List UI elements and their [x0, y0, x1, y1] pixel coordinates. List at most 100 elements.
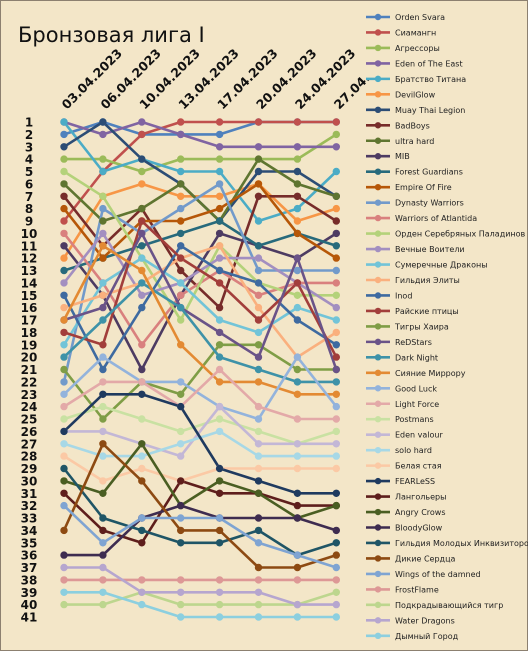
- series-point-25-6: [293, 415, 302, 423]
- series-point-11-0: [60, 204, 68, 213]
- series-point-6-6: [293, 167, 302, 176]
- series-point-22-7: [332, 378, 340, 386]
- series-line-10: [62, 219, 338, 272]
- series-point-18-7: [332, 341, 340, 349]
- legend-label-13: Warriors of Atlantida: [395, 214, 477, 223]
- series-point-38-5: [254, 600, 263, 609]
- series-point-28-3: [177, 440, 185, 448]
- legend-swatch-dot-17: [374, 276, 382, 284]
- series-point-8-2: [138, 204, 146, 213]
- series-point-8-7: [332, 192, 340, 201]
- series-line-8: [62, 157, 338, 223]
- legend-item-40: Дымный Город: [366, 632, 459, 641]
- y-tick-label-36: 37: [21, 561, 38, 575]
- series-point-34-0: [60, 464, 68, 473]
- legend-swatch-dot-29: [374, 462, 382, 469]
- series-point-21-7: [332, 365, 340, 374]
- series-point-3-2: [138, 118, 146, 126]
- series-point-1-4: [215, 118, 224, 126]
- series-point-5-2: [138, 180, 146, 188]
- series-point-23-3: [177, 341, 185, 349]
- series-point-12-6: [293, 266, 302, 275]
- series-point-11-4: [215, 204, 224, 213]
- legend-label-9: MIB: [395, 152, 410, 161]
- series-point-4-1: [99, 167, 107, 176]
- x-axis-labels: 03.04.202306.04.202310.04.202313.04.2023…: [59, 46, 373, 113]
- series-point-22-0: [60, 353, 68, 361]
- series-point-16-6: [293, 303, 302, 312]
- series-point-22-1: [99, 316, 107, 324]
- series-point-18-5: [254, 279, 263, 287]
- series-point-37-1: [99, 576, 107, 584]
- y-tick-label-16: 17: [21, 314, 38, 328]
- series-point-31-0: [60, 489, 68, 497]
- series-point-30-1: [99, 390, 107, 398]
- series-point-1-6: [293, 118, 302, 126]
- series-point-4-5: [254, 217, 263, 225]
- legend-swatch-dot-7: [374, 122, 382, 129]
- series-point-40-0: [60, 588, 68, 596]
- series-lines: [62, 120, 338, 619]
- series-point-9-4: [215, 229, 224, 238]
- legend-item-12: Dynasty Warriors: [366, 199, 464, 208]
- series-point-6-2: [138, 155, 146, 163]
- series-point-29-1: [99, 477, 107, 485]
- series-point-28-0: [60, 440, 68, 448]
- y-tick-label-7: 8: [25, 202, 33, 216]
- legend-item-2: Агрессоры: [366, 44, 440, 53]
- series-point-28-6: [293, 452, 302, 460]
- legend-label-24: Good Luck: [395, 384, 437, 393]
- series-point-15-5: [254, 254, 263, 262]
- legend-item-26: Postmans: [366, 415, 434, 424]
- series-point-3-1: [99, 130, 107, 139]
- series-point-24-6: [293, 353, 302, 361]
- series-point-7-3: [177, 266, 185, 275]
- series-point-39-5: [254, 588, 263, 596]
- series-point-35-7: [332, 551, 340, 559]
- legend-item-4: Братство Титана: [366, 75, 466, 84]
- series-point-10-2: [138, 242, 146, 250]
- series-point-13-3: [177, 291, 185, 299]
- series-point-4-6: [293, 204, 302, 213]
- series-point-2-3: [177, 155, 185, 163]
- series-point-30-5: [254, 477, 263, 485]
- series-point-5-7: [332, 204, 340, 213]
- y-tick-label-18: 19: [21, 338, 38, 352]
- series-point-1-2: [138, 130, 146, 139]
- series-point-28-1: [99, 452, 107, 460]
- legend-label-0: Orden Svara: [395, 13, 445, 22]
- series-point-26-4: [215, 415, 224, 423]
- legend-swatch-dot-21: [374, 338, 382, 346]
- y-tick-label-31: 32: [21, 499, 38, 513]
- series-point-7-4: [215, 303, 224, 312]
- series-point-33-1: [99, 551, 107, 559]
- series-point-36-5: [254, 539, 263, 547]
- series-point-18-2: [138, 303, 146, 312]
- y-tick-label-30: 31: [21, 487, 38, 501]
- legend-label-16: Сумеречные Драконы: [395, 261, 488, 270]
- series-point-24-1: [99, 353, 107, 361]
- series-point-2-2: [138, 167, 146, 176]
- series-point-28-5: [254, 452, 263, 460]
- series-point-8-0: [60, 180, 68, 188]
- series-point-1-0: [60, 217, 68, 225]
- series-line-23: [62, 244, 338, 396]
- series-point-25-1: [99, 378, 107, 386]
- legend-swatch-dot-40: [374, 632, 382, 639]
- series-point-26-7: [332, 427, 340, 436]
- series-point-34-2: [138, 526, 146, 535]
- y-tick-label-34: 35: [21, 536, 38, 550]
- series-point-20-6: [293, 365, 302, 374]
- series-point-24-3: [177, 378, 185, 386]
- legend-label-4: Братство Титана: [395, 75, 466, 84]
- legend-label-38: Подкрадывающийся тигр: [395, 601, 503, 610]
- series-point-36-3: [177, 514, 185, 522]
- series-point-5-3: [177, 192, 185, 201]
- series-point-4-3: [177, 167, 185, 176]
- y-tick-label-13: 14: [21, 276, 38, 290]
- legend-swatch-dot-4: [374, 75, 382, 83]
- legend-label-10: Forest Guardians: [395, 168, 463, 177]
- series-point-30-0: [60, 427, 68, 436]
- legend-label-6: Muay Thai Legion: [395, 106, 465, 115]
